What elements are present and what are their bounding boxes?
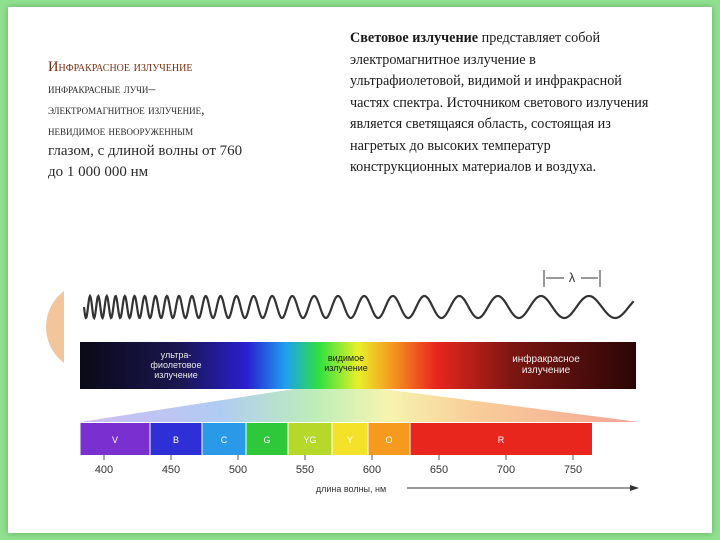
visible-label-1: видимое <box>328 353 364 363</box>
lambda-symbol: λ <box>569 270 576 285</box>
color-band-label: Y <box>347 435 353 445</box>
color-bar: V B C G YG Y O R <box>79 423 592 455</box>
axis-tick-label: 550 <box>296 464 314 476</box>
color-band-label: O <box>385 435 392 445</box>
axis-tick-label: 500 <box>229 464 247 476</box>
axis-label: длина волны, нм <box>316 484 386 494</box>
spectrum-figure: λ ультра- фиолетовое излучение видимое и… <box>64 247 655 504</box>
color-band-yg <box>288 423 332 455</box>
spectrum-band <box>80 342 636 389</box>
visible-label-2: излучение <box>324 363 368 373</box>
uv-label-3: излучение <box>154 370 198 380</box>
uv-label-1: ультра- <box>161 350 192 360</box>
color-band-label: B <box>173 435 179 445</box>
axis-label-bg <box>295 482 407 494</box>
axis-tick-label: 400 <box>95 464 113 476</box>
definition-line-5: до 1 000 000 нм <box>48 164 149 180</box>
dispersion-fan <box>80 389 639 422</box>
color-band-g <box>246 423 288 455</box>
right-text-block: Световое излучение представляет собой эл… <box>350 28 650 179</box>
slide-title: Инфракрасное излучение <box>48 59 193 75</box>
definition-line-2: электромагнитное излучение, <box>48 102 205 117</box>
spectrum-diagram: λ ультра- фиолетовое излучение видимое и… <box>79 269 639 494</box>
light-radiation-term: Световое излучение <box>350 30 479 46</box>
axis-tick-label: 750 <box>564 464 582 476</box>
color-band-c <box>202 423 246 455</box>
color-band-label: R <box>498 435 505 445</box>
axis-tick-label: 650 <box>430 464 448 476</box>
light-radiation-description: представляет собой электромагнитное излу… <box>350 30 649 175</box>
color-band-y <box>332 423 368 455</box>
definition-line-3: невидимое невооруженным <box>48 123 194 138</box>
electromagnetic-wave <box>82 293 635 321</box>
color-band-o <box>368 423 410 455</box>
ir-label-2: излучение <box>522 365 571 376</box>
axis-tick-label: 700 <box>497 464 515 476</box>
uv-label-2: фиолетовое <box>151 360 202 370</box>
lambda-label-bg <box>564 269 581 285</box>
definition-line-4: глазом, с длиной волны от 760 <box>48 143 243 159</box>
axis-tick-label: 600 <box>363 464 381 476</box>
color-band-label: YG <box>303 435 316 445</box>
ir-label-1: инфракрасное <box>512 353 580 365</box>
color-band-b <box>150 423 202 455</box>
color-band-label: C <box>221 435 228 445</box>
left-text-block: Инфракрасное излучение инфракрасные лучи… <box>48 57 306 183</box>
axis-arrow-head <box>630 485 639 491</box>
color-band-label: V <box>112 435 118 445</box>
wavelength-axis: 400 450 500 550 600 650 700 750 <box>95 455 582 476</box>
definition-line-1: инфракрасные лучи– <box>48 81 156 96</box>
color-band-label: G <box>263 435 270 445</box>
color-band-v <box>80 423 150 455</box>
axis-tick-label: 450 <box>162 464 180 476</box>
color-band-r <box>410 423 592 455</box>
